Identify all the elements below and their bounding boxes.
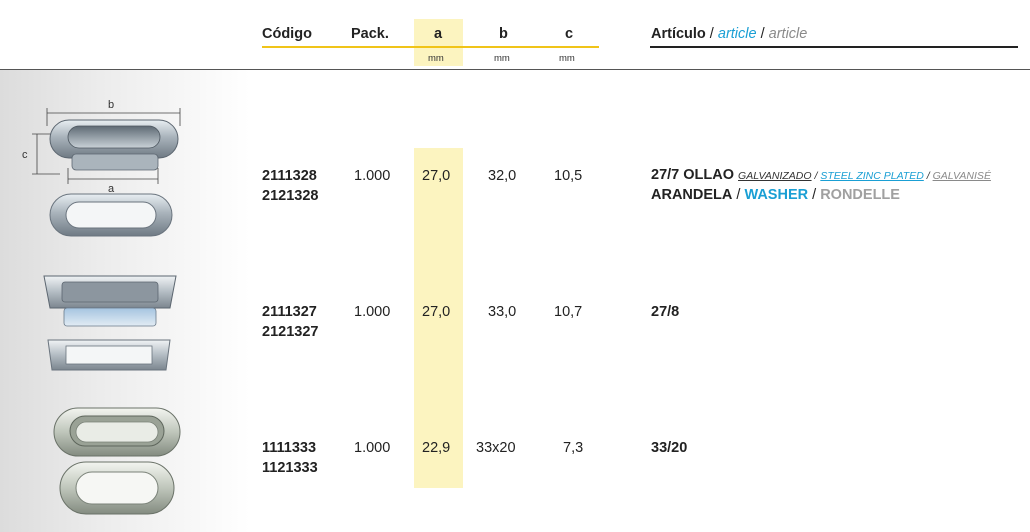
row3-article: 33/20 xyxy=(651,440,688,456)
row3-c: 7,3 xyxy=(563,440,584,456)
row2-pack: 1.000 xyxy=(354,304,391,320)
row1-washer-es: ARANDELA xyxy=(651,187,733,203)
row1-finish-sep1: / xyxy=(811,170,821,182)
row1-codes: 2111328 2121328 xyxy=(262,166,318,206)
row2-codes: 2111327 2121327 xyxy=(262,302,318,342)
header-black-rule xyxy=(650,46,1018,48)
row1-code2: 2121328 xyxy=(262,188,319,204)
row2-code2: 2121327 xyxy=(262,324,319,340)
column-a-header-highlight xyxy=(414,19,463,66)
header-articulo-es: Artículo xyxy=(651,26,706,42)
row1-finish-fr: GALVANISÉ xyxy=(932,170,991,182)
row2-a: 27,0 xyxy=(422,304,451,320)
row1-pack: 1.000 xyxy=(354,168,391,184)
eyelet-33-20-picture xyxy=(53,407,181,515)
row3-b: 33x20 xyxy=(476,440,516,456)
header-codigo: Código xyxy=(262,26,312,42)
row2-article: 27/8 xyxy=(651,304,680,320)
row2-code1: 2111327 xyxy=(262,304,317,320)
diagram-label-a: a xyxy=(108,183,115,195)
unit-b: mm xyxy=(494,53,510,64)
unit-c: mm xyxy=(559,53,575,64)
row3-code2: 1121333 xyxy=(262,460,318,476)
column-a-highlight xyxy=(414,148,463,488)
header-articulo-sep1: / xyxy=(705,26,718,42)
header-articulo: Artículo / article / article xyxy=(651,26,807,42)
header-articulo-sep2: / xyxy=(756,26,769,42)
row3-a: 22,9 xyxy=(422,440,451,456)
row1-washer-en: WASHER xyxy=(744,187,809,203)
row1-finish-en: STEEL ZINC PLATED xyxy=(820,170,924,182)
eyelet-27-8-picture xyxy=(43,275,177,371)
row1-finish-sep2: / xyxy=(923,170,933,182)
diagram-label-b: b xyxy=(108,99,114,111)
row1-b: 32,0 xyxy=(488,168,517,184)
row1-code1: 2111328 xyxy=(262,168,317,184)
row2-b: 33,0 xyxy=(488,304,517,320)
row1-washer-fr: RONDELLE xyxy=(820,187,900,203)
diagram-label-c: c xyxy=(22,149,28,161)
row1-a: 27,0 xyxy=(422,168,451,184)
header-articulo-fr: article xyxy=(768,26,808,42)
row1-c: 10,5 xyxy=(554,168,583,184)
row1-finish-es: GALVANIZADO xyxy=(738,170,812,182)
row1-article-line2: ARANDELA / WASHER / RONDELLE xyxy=(651,187,900,203)
row3-pack: 1.000 xyxy=(354,440,391,456)
row2-c: 10,7 xyxy=(554,304,583,320)
row1-article-main: 27/7 OLLAO xyxy=(651,167,734,183)
row3-codes: 1111333 1121333 xyxy=(262,438,318,478)
header-a: a xyxy=(434,26,443,42)
header-c: c xyxy=(565,26,574,42)
row1-article-line1: 27/7 OLLAO GALVANIZADO / STEEL ZINC PLAT… xyxy=(651,167,991,183)
header-b: b xyxy=(499,26,508,42)
unit-a: mm xyxy=(428,53,444,64)
header-pack: Pack. xyxy=(351,26,389,42)
row3-code1: 1111333 xyxy=(262,440,317,456)
row1-washer-sep2: / xyxy=(808,187,821,203)
row1-washer-sep1: / xyxy=(732,187,745,203)
header-yellow-rule xyxy=(262,46,599,48)
header-articulo-en: article xyxy=(717,26,757,42)
eyelet-27-7-diagram: b c a xyxy=(22,99,181,237)
header-divider xyxy=(0,69,1030,70)
